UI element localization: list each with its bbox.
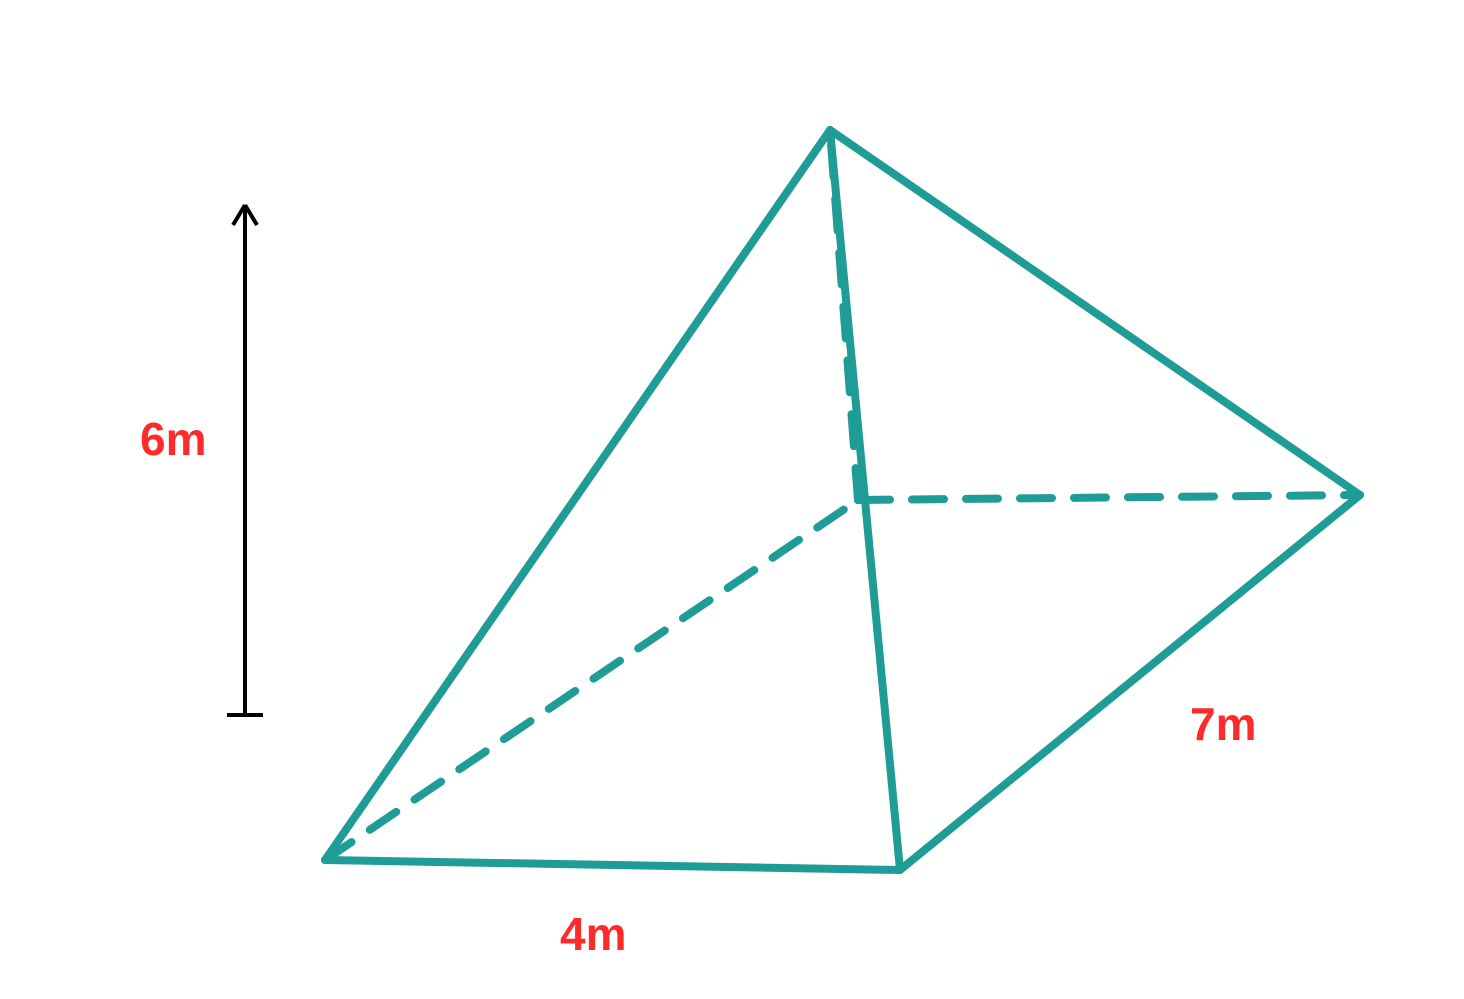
depth-label: 7m [1190, 698, 1256, 750]
height-arrow [227, 205, 263, 715]
width-label: 4m [560, 908, 626, 960]
height-label: 6m [140, 413, 206, 465]
pyramid-diagram: 6m 4m 7m [0, 0, 1464, 999]
